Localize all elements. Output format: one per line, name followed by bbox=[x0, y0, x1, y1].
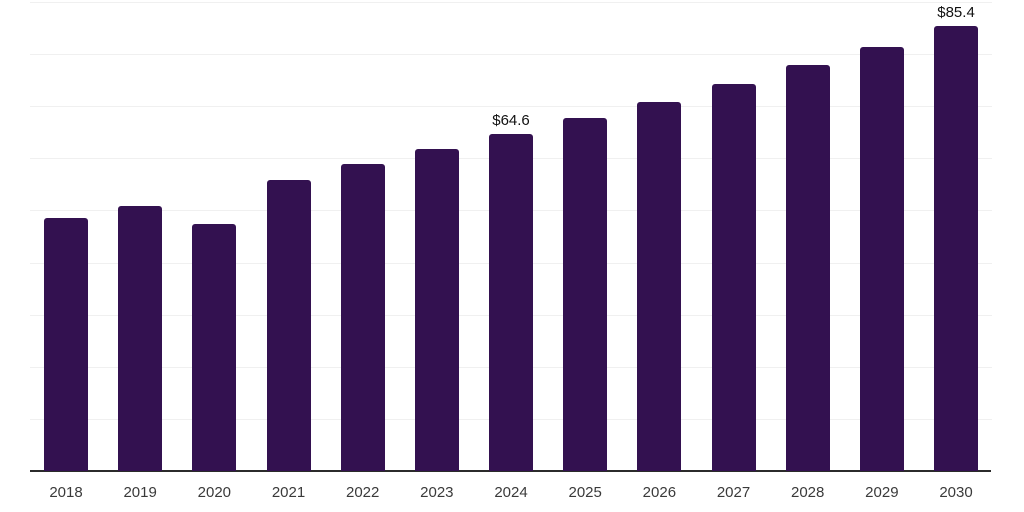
x-tick-2023: 2023 bbox=[420, 484, 454, 501]
x-tick-2018: 2018 bbox=[49, 484, 83, 501]
x-tick-2025: 2025 bbox=[568, 484, 602, 501]
gridline-90 bbox=[30, 2, 992, 3]
bar-2027 bbox=[711, 83, 756, 471]
bar-2025 bbox=[563, 118, 608, 471]
bar-2022 bbox=[340, 164, 385, 471]
x-tick-2027: 2027 bbox=[716, 484, 751, 501]
bar-2018 bbox=[44, 218, 88, 471]
x-axis-line bbox=[30, 470, 991, 472]
x-tick-2028: 2028 bbox=[791, 484, 825, 501]
x-tick-2030: 2030 bbox=[939, 484, 973, 501]
x-tick-2020: 2020 bbox=[197, 484, 232, 501]
x-tick-2022: 2022 bbox=[345, 484, 380, 501]
bar-2021 bbox=[266, 180, 311, 471]
bar-2020 bbox=[192, 223, 237, 471]
bar-2030 bbox=[934, 25, 979, 471]
x-tick-2024: 2024 bbox=[494, 484, 528, 501]
bar-2028 bbox=[785, 64, 830, 471]
bar-2019 bbox=[118, 206, 163, 471]
bar-2024 bbox=[489, 134, 534, 471]
data-label-2024: $64.6 bbox=[492, 112, 530, 130]
x-tick-2021: 2021 bbox=[271, 484, 306, 501]
gridline-70 bbox=[30, 106, 992, 108]
x-tick-2026: 2026 bbox=[642, 484, 677, 501]
bar-2029 bbox=[859, 46, 904, 471]
x-tick-2029: 2029 bbox=[865, 484, 899, 501]
bar-2023 bbox=[414, 149, 459, 471]
gridline-80 bbox=[30, 54, 992, 56]
bar-2026 bbox=[637, 101, 682, 471]
data-label-2030: $85.4 bbox=[937, 3, 975, 21]
x-tick-2019: 2019 bbox=[123, 484, 157, 501]
